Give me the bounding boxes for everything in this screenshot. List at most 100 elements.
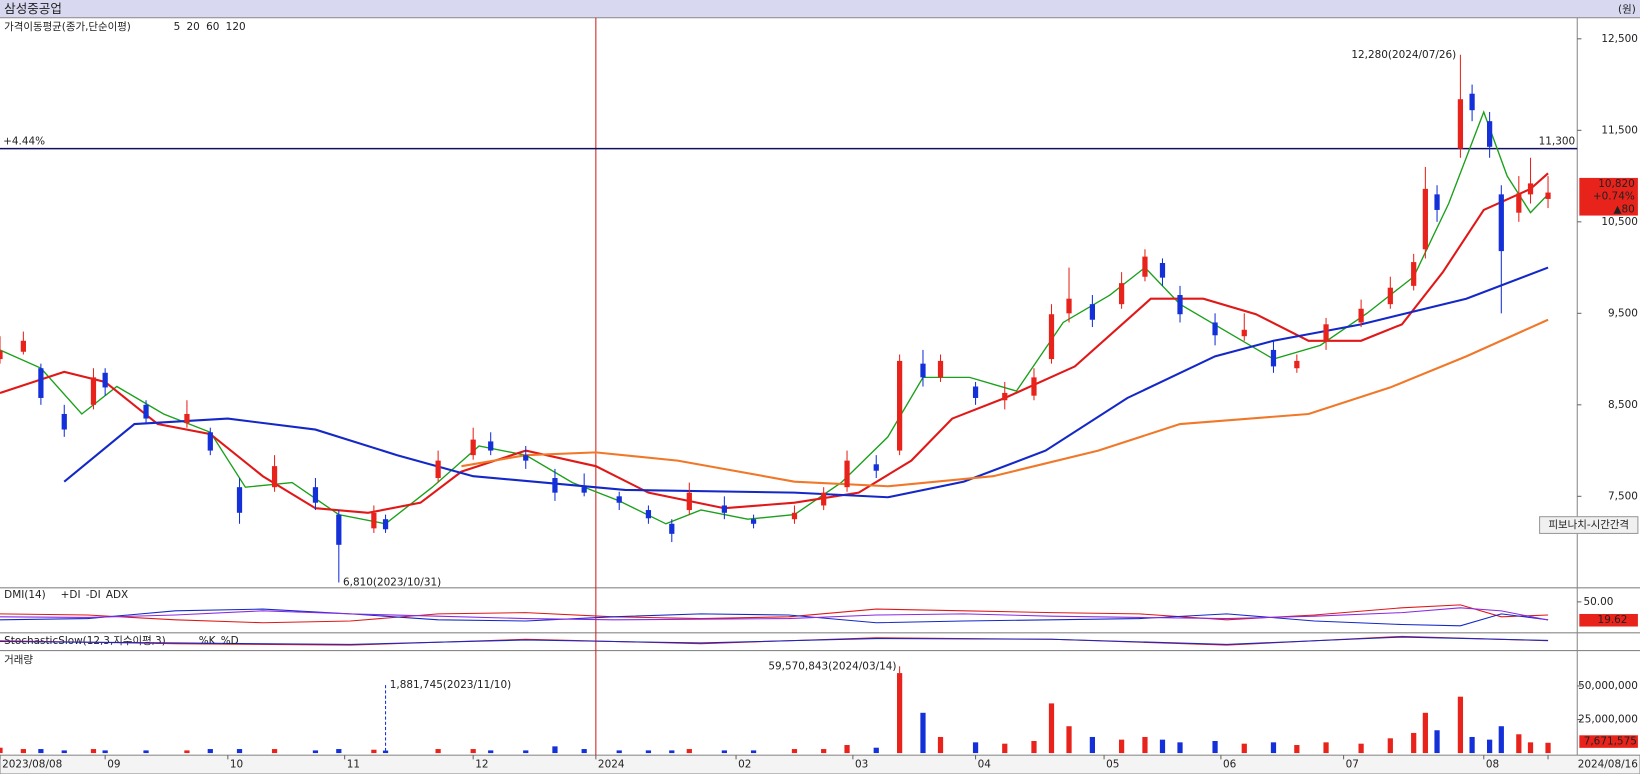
x-tick-label: 2023/08/08 (2, 759, 62, 771)
legend-entry: ADX (106, 589, 128, 601)
x-tick-label: 12 (475, 759, 488, 771)
volume-bar (791, 749, 798, 754)
candle-body (821, 492, 827, 506)
fibonacci-button-label[interactable]: 피보나치-시간간격 (1548, 518, 1629, 531)
x-tick-label: 04 (978, 759, 992, 771)
stochastic-title: StochasticSlow(12,3,지수이평,3) (4, 635, 166, 647)
candle-body (435, 460, 441, 479)
volume-bar (1159, 739, 1166, 754)
fibonacci-button[interactable] (1539, 516, 1639, 534)
volume-bar (1294, 745, 1300, 754)
volume-bar (1241, 743, 1247, 754)
candle-body (207, 432, 213, 451)
legend-entry: 60 (206, 21, 219, 33)
candle-body (20, 340, 26, 352)
dmi-line (0, 608, 1549, 627)
x-tick-label: 06 (1223, 759, 1236, 771)
volume-bar (1212, 740, 1218, 754)
volume-bar (0, 747, 3, 754)
candle-body (873, 464, 879, 471)
last-price-change: +0.74% (1593, 191, 1635, 203)
candle-body (581, 487, 587, 493)
volume-bar (645, 750, 652, 754)
legend-entry: %K (199, 635, 217, 647)
volume-bar (896, 673, 903, 754)
candle-body (721, 505, 727, 513)
volume-bar (552, 746, 558, 754)
candle-body (552, 478, 558, 493)
candle-body (750, 519, 757, 524)
candle-body (1527, 183, 1534, 195)
volume-last-label: 7,671,575 (1584, 736, 1637, 748)
volume-bar (937, 736, 944, 754)
last-price-diff: ▲80 (1613, 203, 1634, 215)
volume-bar (382, 750, 389, 754)
candle-body (1048, 314, 1055, 360)
candle-body (102, 372, 108, 388)
volume-bar (20, 749, 26, 754)
candle-body (896, 360, 903, 451)
volume-bar (972, 742, 979, 754)
volume-bar (1177, 742, 1183, 754)
candle-body (1457, 99, 1464, 149)
annotation: 12,280(2024/07/26) (1351, 49, 1456, 61)
legend-entry: +DI (61, 589, 81, 601)
candle-body (1270, 349, 1277, 367)
volume-bar (207, 749, 213, 754)
candle-body (1516, 193, 1522, 213)
candle-body (0, 350, 3, 360)
moving-average (63, 266, 1549, 499)
y-tick-label: 10,500 (1601, 216, 1638, 228)
candle-body (1411, 262, 1417, 286)
volume-bar (1142, 736, 1148, 754)
volume-bar (873, 747, 879, 754)
volume-bar (721, 750, 727, 754)
stock-name: 삼성중공업 (4, 1, 62, 16)
y-tick-label: 7,500 (1608, 490, 1638, 502)
y-tick-label: 8,500 (1608, 399, 1638, 411)
x-tick-label: 07 (1346, 759, 1359, 771)
legend-entry: -DI (86, 589, 101, 601)
volume-bar (686, 749, 692, 754)
dmi-last-label: 19.62 (1598, 614, 1628, 626)
candle-body (1434, 194, 1440, 210)
volume-bar (1434, 730, 1440, 754)
volume-bar (1411, 732, 1417, 754)
last-price-box (1579, 177, 1638, 216)
candle-body (382, 519, 389, 530)
price-line-change: +4.44% (3, 135, 45, 147)
volume-bar (1048, 703, 1055, 754)
candle-body (1422, 188, 1428, 250)
x-tick-label: 2024/08/16 (1578, 759, 1638, 771)
volume-bar (236, 749, 243, 754)
y-tick-label: 50,000,000 (1578, 680, 1638, 692)
x-tick-label: 02 (738, 759, 751, 771)
stochastic-line (0, 636, 1549, 645)
candle-body (1323, 324, 1329, 341)
x-tick-label: 05 (1106, 759, 1119, 771)
volume-bar (1422, 712, 1428, 754)
volume-bar (184, 750, 190, 754)
volume-bar (1487, 739, 1493, 754)
volume-bar (750, 750, 757, 754)
candle-body (616, 496, 622, 503)
volume-bar (523, 750, 529, 754)
annotation: 59,570,843(2024/03/14) (768, 660, 896, 672)
title-bar (0, 0, 1640, 18)
volume-bar (1545, 742, 1551, 754)
volume-bar (143, 750, 149, 754)
candle-body (1387, 287, 1393, 305)
volume-bar (1469, 736, 1475, 754)
candle-body (1212, 322, 1218, 336)
volume-bar (1066, 726, 1072, 754)
dmi-title: DMI(14) (4, 589, 46, 601)
x-tick-label: 03 (855, 759, 868, 771)
candle-body (488, 441, 494, 451)
volume-last-box (1579, 735, 1638, 748)
volume-title: 거래량 (4, 654, 33, 666)
y-tick-label: 12,500 (1601, 33, 1638, 45)
legend-entry: 5 (174, 21, 181, 33)
volume-bar (312, 750, 319, 754)
candle-body (1469, 93, 1475, 111)
